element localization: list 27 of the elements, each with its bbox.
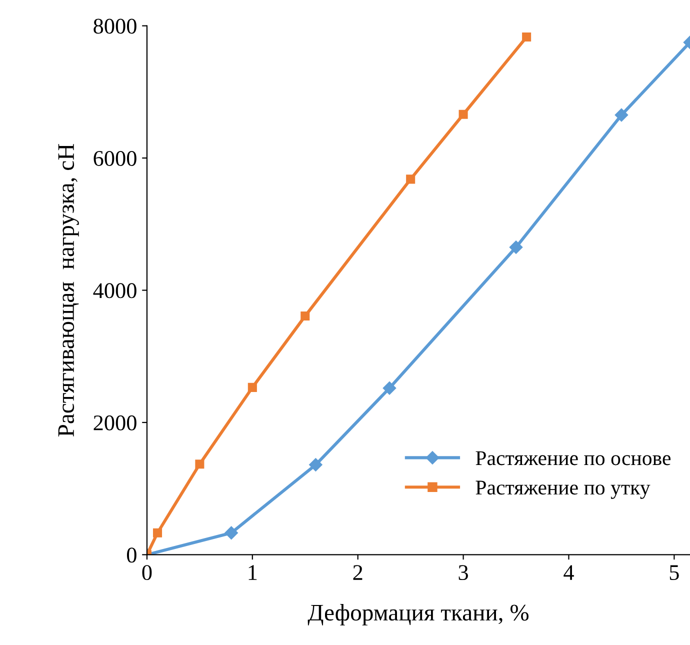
y-tick-label: 8000 bbox=[94, 18, 136, 34]
point bbox=[382, 382, 396, 395]
point bbox=[614, 108, 628, 122]
point bbox=[224, 526, 238, 540]
y-tick-label: 0 bbox=[126, 548, 136, 563]
x-tick-label: 1 bbox=[248, 565, 257, 580]
y-tick-label: 4000 bbox=[93, 283, 136, 298]
point bbox=[458, 110, 468, 119]
point bbox=[509, 240, 523, 254]
y-tick-label: 6000 bbox=[94, 150, 136, 166]
point bbox=[195, 460, 204, 469]
point bbox=[522, 32, 532, 42]
point bbox=[406, 174, 416, 184]
x-axis-title: Деформация ткани, % bbox=[308, 604, 529, 626]
point bbox=[248, 382, 257, 392]
point bbox=[300, 312, 310, 321]
point bbox=[309, 458, 322, 472]
y-tick-label: 2000 bbox=[94, 415, 136, 430]
x-tick-label: 3 bbox=[458, 565, 468, 580]
x-tick-label: 0 bbox=[142, 565, 152, 580]
legend-label: Растяжение по утку bbox=[476, 480, 650, 499]
y-axis-title: Растягивающая нагрузка, сН bbox=[58, 144, 79, 437]
x-tick-label: 2 bbox=[353, 565, 362, 580]
legend-label: Растяжение по основе bbox=[476, 451, 671, 466]
x-tick-label: 4 bbox=[564, 565, 574, 580]
point bbox=[153, 528, 162, 538]
x-tick-label: 5 bbox=[670, 565, 679, 580]
